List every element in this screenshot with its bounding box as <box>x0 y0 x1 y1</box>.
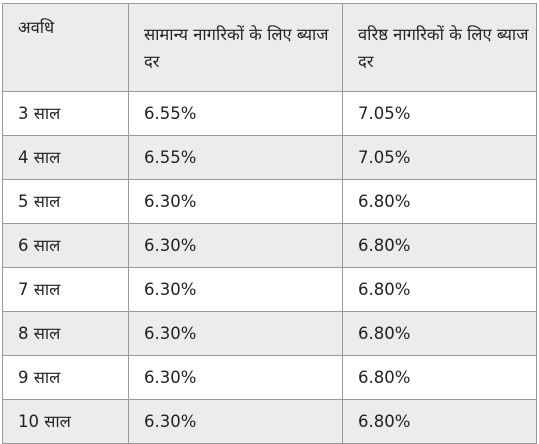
tenure-cell: 7 साल <box>2 267 129 312</box>
header-row: अवधि सामान्य नागरिकों के लिए ब्याज दर वर… <box>2 3 537 92</box>
general-rate-cell: 6.55% <box>128 91 343 136</box>
tenure-cell: 9 साल <box>2 355 129 400</box>
general-rate-cell: 6.55% <box>128 135 343 180</box>
general-rate-cell: 6.30% <box>128 223 343 268</box>
senior-rate-cell: 6.80% <box>342 399 537 444</box>
table-row: 4 साल 6.55% 7.05% <box>2 135 537 180</box>
table-row: 9 साल 6.30% 6.80% <box>2 355 537 400</box>
interest-rate-table: अवधि सामान्य नागरिकों के लिए ब्याज दर वर… <box>2 3 537 444</box>
senior-rate-cell: 7.05% <box>342 91 537 136</box>
senior-rate-cell: 6.80% <box>342 223 537 268</box>
senior-rate-cell: 6.80% <box>342 355 537 400</box>
tenure-cell: 6 साल <box>2 223 129 268</box>
header-tenure: अवधि <box>2 3 129 92</box>
header-general-citizen-rate: सामान्य नागरिकों के लिए ब्याज दर <box>128 3 343 92</box>
table-header: अवधि सामान्य नागरिकों के लिए ब्याज दर वर… <box>2 3 537 92</box>
table-row: 8 साल 6.30% 6.80% <box>2 311 537 356</box>
header-senior-citizen-rate: वरिष्ठ नागरिकों के लिए ब्याज दर <box>342 3 537 92</box>
table-row: 3 साल 6.55% 7.05% <box>2 91 537 136</box>
senior-rate-cell: 6.80% <box>342 311 537 356</box>
table-row: 7 साल 6.30% 6.80% <box>2 267 537 312</box>
general-rate-cell: 6.30% <box>128 399 343 444</box>
tenure-cell: 8 साल <box>2 311 129 356</box>
tenure-cell: 3 साल <box>2 91 129 136</box>
senior-rate-cell: 6.80% <box>342 179 537 224</box>
general-rate-cell: 6.30% <box>128 355 343 400</box>
tenure-cell: 5 साल <box>2 179 129 224</box>
tenure-cell: 10 साल <box>2 399 129 444</box>
table-body: 3 साल 6.55% 7.05% 4 साल 6.55% 7.05% 5 सा… <box>2 91 537 444</box>
table-row: 10 साल 6.30% 6.80% <box>2 399 537 444</box>
general-rate-cell: 6.30% <box>128 267 343 312</box>
senior-rate-cell: 7.05% <box>342 135 537 180</box>
senior-rate-cell: 6.80% <box>342 267 537 312</box>
general-rate-cell: 6.30% <box>128 179 343 224</box>
table-row: 5 साल 6.30% 6.80% <box>2 179 537 224</box>
general-rate-cell: 6.30% <box>128 311 343 356</box>
tenure-cell: 4 साल <box>2 135 129 180</box>
table-row: 6 साल 6.30% 6.80% <box>2 223 537 268</box>
